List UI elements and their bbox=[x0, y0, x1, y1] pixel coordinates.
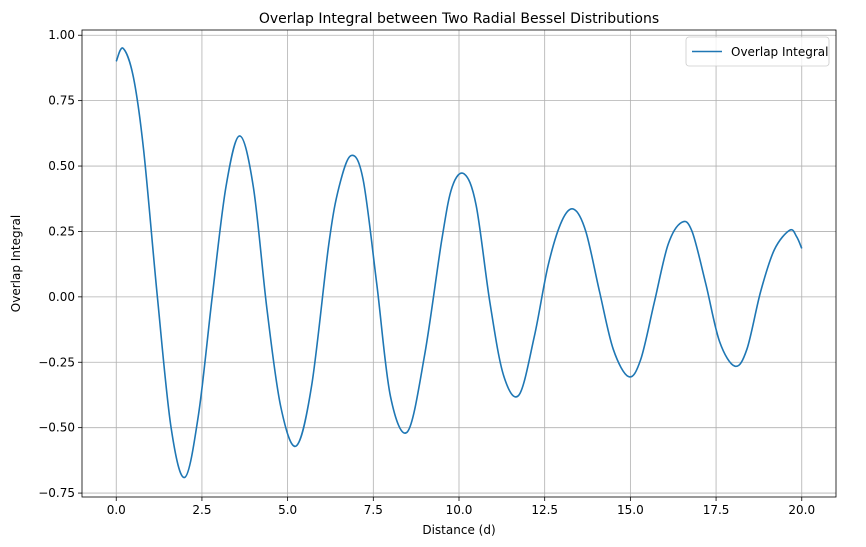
x-axis: 0.0 2.5 5.0 7.5 10.0 12.5 15.0 17.5 20.0 bbox=[107, 497, 815, 517]
x-tick-label: 17.5 bbox=[703, 503, 730, 517]
x-tick-label: 12.5 bbox=[531, 503, 558, 517]
legend: Overlap Integral bbox=[685, 36, 830, 67]
y-tick-label: 0.75 bbox=[48, 94, 75, 108]
y-tick-label: 1.00 bbox=[48, 28, 75, 42]
x-tick-label: 10.0 bbox=[446, 503, 473, 517]
y-tick-label: −0.50 bbox=[38, 421, 75, 435]
x-tick-label: 15.0 bbox=[617, 503, 644, 517]
x-tick-label: 0.0 bbox=[107, 503, 126, 517]
y-tick-label: 0.50 bbox=[48, 159, 75, 173]
y-axis: −0.75 −0.50 −0.25 0.00 0.25 0.50 0.75 1.00 bbox=[38, 28, 82, 500]
x-tick-label: 2.5 bbox=[192, 503, 211, 517]
legend-box bbox=[685, 36, 830, 67]
y-tick-label: 0.00 bbox=[48, 290, 75, 304]
chart-title: Overlap Integral between Two Radial Bess… bbox=[259, 11, 659, 27]
y-tick-label: −0.25 bbox=[38, 355, 75, 369]
y-tick-label: −0.75 bbox=[38, 486, 75, 500]
x-tick-label: 5.0 bbox=[278, 503, 297, 517]
grid bbox=[82, 30, 836, 497]
x-tick-label: 7.5 bbox=[364, 503, 383, 517]
series-line-overlap-integral bbox=[115, 47, 803, 479]
y-tick-label: 0.25 bbox=[48, 224, 75, 238]
legend-label: Overlap Integral bbox=[731, 45, 828, 59]
series-layer bbox=[115, 47, 803, 479]
y-axis-label: Overlap Integral bbox=[9, 215, 23, 312]
x-tick-label: 20.0 bbox=[788, 503, 815, 517]
x-axis-label: Distance (d) bbox=[422, 523, 495, 537]
